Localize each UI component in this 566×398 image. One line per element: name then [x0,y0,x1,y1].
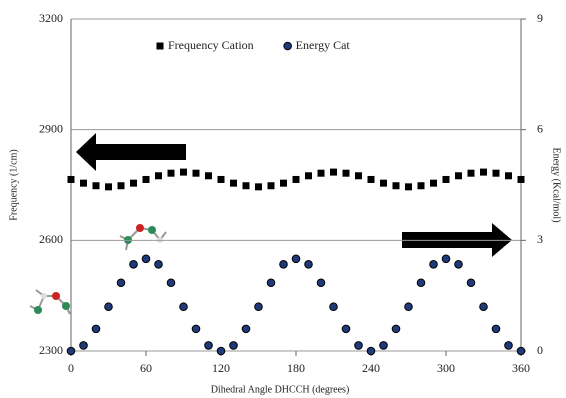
point [330,169,337,176]
point [305,261,313,269]
point [130,261,138,269]
point [430,261,438,269]
point [167,279,175,287]
point [468,170,475,177]
background [0,0,566,398]
y2-tick-label: 9 [537,11,543,25]
point [380,342,388,350]
x-tick-label: 300 [437,361,455,375]
point [443,176,450,183]
point [367,347,375,355]
point [405,183,412,190]
point [355,172,362,179]
point [318,170,325,177]
point [242,325,250,333]
point [480,303,488,311]
point [68,176,75,183]
y2-tick-label: 6 [537,121,543,135]
y-tick-label: 2900 [39,121,63,135]
point [117,279,125,287]
point [392,325,400,333]
point [368,176,375,183]
point [168,170,175,177]
point [280,261,288,269]
y-tick-label: 2300 [39,343,63,357]
point [442,255,450,263]
point [255,303,263,311]
x-axis-title: Dihedral Angle DHCCH (degrees) [211,384,350,395]
point [342,325,350,333]
point [305,172,312,179]
point [505,172,512,179]
legend-label: Energy Cat [296,38,351,52]
point [142,255,150,263]
legend-marker [157,43,164,50]
point [218,176,225,183]
point [193,170,200,177]
legend-label: Frequency Cation [168,38,254,52]
point [205,172,212,179]
point [180,169,187,176]
legend-marker [284,42,292,50]
point [317,279,325,287]
point [393,182,400,189]
point [518,176,525,183]
chart: Dihedral Angle DHCCH (degrees) Frequency… [0,0,566,398]
point [455,172,462,179]
point [517,347,525,355]
point [80,180,87,187]
point [480,169,487,176]
y2-axis-title: Energy (Kcal/mol) [551,147,562,222]
y-tick-label: 3200 [39,11,63,25]
point [505,342,513,350]
y-tick-label: 2600 [39,232,63,246]
x-tick-label: 0 [68,361,74,375]
point [343,170,350,177]
point [492,325,500,333]
point [293,176,300,183]
point [80,342,88,350]
point [467,279,475,287]
x-tick-label: 360 [512,361,530,375]
point [355,342,363,350]
x-tick-label: 60 [140,361,152,375]
point [192,325,200,333]
point [243,182,250,189]
point [217,347,225,355]
point [180,303,188,311]
y-axis-title: Frequency (1/cm) [8,149,19,220]
point [405,303,413,311]
point [143,176,150,183]
point [292,255,300,263]
x-tick-label: 120 [212,361,230,375]
point [118,182,125,189]
point [255,183,262,190]
point [67,347,75,355]
point [493,170,500,177]
point [330,303,338,311]
x-tick-label: 180 [287,361,305,375]
point [105,183,112,190]
point [268,182,275,189]
point [417,279,425,287]
point [230,180,237,187]
point [92,325,100,333]
point [418,182,425,189]
x-tick-label: 240 [362,361,380,375]
y2-tick-label: 3 [537,232,543,246]
point [280,180,287,187]
point [105,303,113,311]
point [230,342,238,350]
point [155,261,163,269]
point [430,180,437,187]
point [205,342,213,350]
point [455,261,463,269]
point [267,279,275,287]
point [130,180,137,187]
point [155,172,162,179]
y2-tick-label: 0 [537,343,543,357]
point [380,180,387,187]
point [93,182,100,189]
